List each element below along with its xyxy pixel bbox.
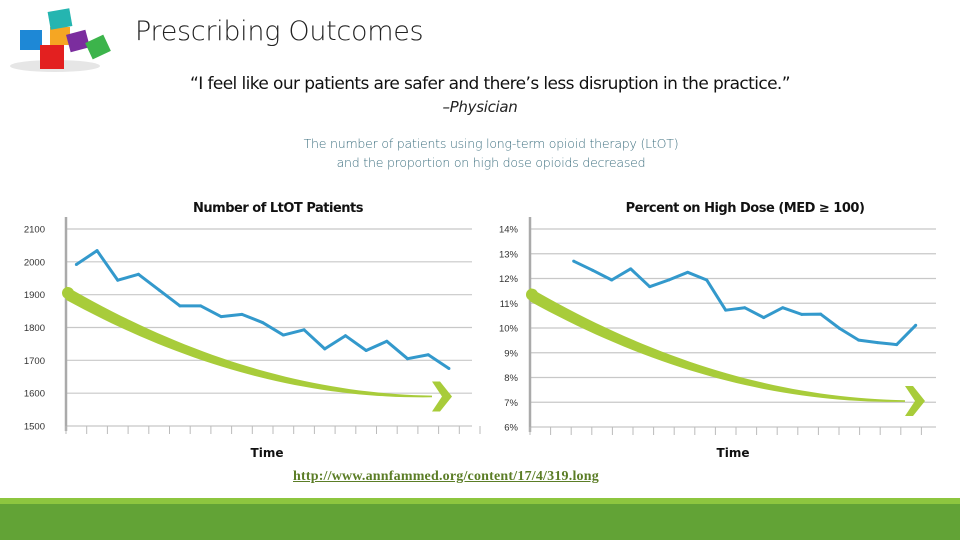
chart-2-data-point <box>724 308 728 312</box>
chart-2-data-point <box>648 285 652 289</box>
chart-1-ytick-label: 1700 <box>24 356 45 367</box>
chart-2-data-point <box>591 268 595 272</box>
chart-1-ytick-label: 1500 <box>24 422 45 433</box>
chart-2-trend-arrowhead <box>905 386 925 417</box>
chart-1-data-point <box>178 304 182 308</box>
quote-attribution: –Physician <box>442 98 518 116</box>
slide-title: Prescribing Outcomes <box>135 16 424 47</box>
chart-1-data-point <box>136 272 140 276</box>
chart-2-ytick-label: 14% <box>499 225 519 236</box>
chart-2-trend-arrow <box>530 287 905 402</box>
chart-1-xlabel: Time <box>250 446 284 460</box>
physician-quote: “I feel like our patients are safer and … <box>190 74 791 94</box>
chart-2-ytick-label: 13% <box>499 249 519 260</box>
chart-2-ytick-label: 11% <box>500 299 519 310</box>
chart-1-data-point <box>95 249 99 253</box>
chart-2-trend-arrow-start <box>526 288 538 301</box>
chart-2-data-point <box>781 306 785 310</box>
chart-1-ytick-label: 1800 <box>24 323 45 334</box>
chart-2-ytick-label: 7% <box>504 398 518 409</box>
chart-2-data-point <box>686 270 690 274</box>
chart-1-data-point <box>364 348 368 352</box>
chart-2-data-point <box>914 323 918 327</box>
chart-1-trend-arrow <box>66 286 432 398</box>
chart-2-data-point <box>762 316 766 320</box>
chart-2-data-point <box>629 267 633 271</box>
chart-1-data-point <box>219 315 223 319</box>
chart-2-data-point <box>876 341 880 345</box>
chart-2-ytick-label: 6% <box>504 423 518 434</box>
chart-2-data-point <box>857 338 861 342</box>
chart-2-data-point <box>838 326 842 330</box>
colored-cubes-logo <box>10 8 111 72</box>
chart-1-data-point <box>240 312 244 316</box>
chart-2-data-point <box>895 343 899 347</box>
chart-1-data-point <box>426 353 430 357</box>
chart-1-ytick-label: 2000 <box>24 257 45 268</box>
footer-band-light <box>0 498 960 504</box>
chart-1-ytick-label: 1900 <box>24 290 45 301</box>
chart-2-data-point <box>819 312 823 316</box>
subtitle-line-1: The number of patients using long-term o… <box>303 136 679 151</box>
chart-2-ytick-label: 10% <box>499 324 519 335</box>
chart-1-data-point <box>343 334 347 338</box>
chart-2-title: Percent on High Dose (MED ≥ 100) <box>625 201 865 216</box>
chart-1-data-point <box>199 304 203 308</box>
chart-2-data-point <box>572 259 576 263</box>
chart-1-data-point <box>116 278 120 282</box>
chart-1-data-point <box>281 333 285 337</box>
chart-2-data-point <box>610 278 614 282</box>
footer-band-dark <box>0 504 960 540</box>
chart-1-title: Number of LtOT Patients <box>193 201 363 216</box>
source-link[interactable]: http://www.annfammed.org/content/17/4/31… <box>293 469 599 484</box>
chart-1-data-point <box>406 357 410 361</box>
chart-2-ytick-label: 8% <box>504 373 518 384</box>
chart-1-data-point <box>323 347 327 351</box>
chart-1-ytick-label: 2100 <box>24 225 45 236</box>
chart-2-data-point <box>743 306 747 310</box>
chart-1-data-point <box>302 328 306 332</box>
chart-2-xlabel: Time <box>716 446 750 460</box>
chart-1-trend-arrow-start <box>62 287 74 300</box>
subtitle-line-2: and the proportion on high dose opioids … <box>336 155 646 170</box>
chart-1-data-point <box>74 262 78 266</box>
chart-1-data-point <box>157 288 161 292</box>
chart-1-data-point <box>385 339 389 343</box>
chart-1-data-point <box>447 367 451 371</box>
chart-1-data-point <box>261 321 265 325</box>
chart-2-data-point <box>705 278 709 282</box>
chart-2-ytick-label: 12% <box>499 274 519 285</box>
chart-2-data-point <box>800 312 804 316</box>
chart-1-ytick-label: 1600 <box>24 389 45 400</box>
chart-2-ytick-label: 9% <box>504 348 518 359</box>
chart-2-data-point <box>667 278 671 282</box>
chart-1-trend-arrowhead <box>432 381 452 412</box>
chart-1-series-line <box>75 249 450 370</box>
